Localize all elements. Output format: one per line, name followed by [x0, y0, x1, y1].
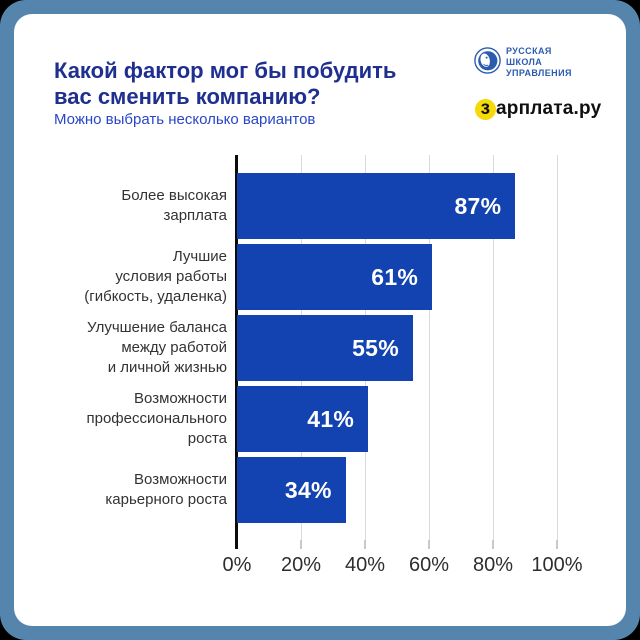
bar-value-label: 34% [284, 476, 332, 503]
bar-track: 55% [237, 315, 557, 381]
bar: 55% [237, 315, 413, 381]
bar-label-line: и личной жизнью [107, 359, 227, 376]
bar-label: Лучшие условия работы (гибкость, удаленка) [14, 244, 227, 310]
bar: 34% [237, 457, 346, 523]
bar: 87% [237, 173, 516, 239]
bar-label: Возможности карьерного роста [14, 457, 227, 523]
tick-mark [556, 540, 558, 549]
chart-rows: Более высокая зарплата 87% Лучшие условия ра… [14, 173, 567, 528]
gridline [557, 155, 558, 540]
bar-label-line: между работой [121, 339, 227, 356]
bar-track: 87% [237, 173, 557, 239]
tick-mark [364, 540, 366, 549]
x-tick-label: 0% [222, 554, 252, 576]
bar-row: Более высокая зарплата 87% [14, 173, 567, 239]
bar-label-line: Более высокая [121, 187, 227, 204]
bar-label-line: Возможности [134, 471, 227, 488]
bar-track: 41% [237, 386, 557, 452]
tick-mark [492, 540, 494, 549]
x-tick-label: 100% [531, 554, 583, 576]
rshu-logo-icon [474, 46, 501, 79]
bar-label-line: Лучшие [172, 248, 227, 265]
x-axis-labels: 0% 20% 40% 60% 80% 100% [223, 554, 583, 580]
bar-track: 34% [237, 457, 557, 523]
bar-label: Более высокая зарплата [14, 173, 227, 239]
gridline [429, 155, 430, 540]
bar-row: Лучшие условия работы (гибкость, удаленка)… [14, 244, 567, 310]
bar-label-line: карьерного роста [105, 491, 227, 508]
bar-label-line: роста [187, 430, 227, 447]
bar-label-line: условия работы [115, 268, 227, 285]
zarplata-logo: з арплата.ру [475, 98, 601, 120]
bar-label-line: зарплата [163, 207, 228, 224]
zarplata-logo-mark: з [475, 98, 496, 120]
rshu-logo-text-line: РУССКАЯ [506, 46, 552, 56]
x-tick-label: 60% [408, 554, 450, 576]
bar-label: Улучшение баланса между работой и личной ж… [14, 315, 227, 381]
x-tick-label: 80% [472, 554, 514, 576]
tick-mark [428, 540, 430, 549]
chart-title-line: Какой фактор мог бы побудить [54, 58, 397, 83]
x-tick-label: 40% [344, 554, 386, 576]
bar-label-line: Возможности [134, 390, 227, 407]
bar-value-label: 87% [454, 192, 502, 219]
x-axis-line [235, 155, 238, 549]
gridline [493, 155, 494, 540]
bar-row: Возможности профессионального роста 41% [14, 386, 567, 452]
chart-title: Какой фактор мог бы побудить вас сменить… [54, 58, 454, 110]
bar-label-line: профессионального [86, 410, 227, 427]
infographic-card: Какой фактор мог бы побудить вас сменить… [14, 14, 626, 626]
rshu-logo-text-line: ШКОЛА [506, 57, 543, 67]
bar-row: Улучшение баланса между работой и личной ж… [14, 315, 567, 381]
bar-value-label: 55% [352, 334, 399, 361]
chart-title-line: вас сменить компанию? [54, 84, 321, 109]
bar-track: 61% [237, 244, 557, 310]
bar-value-label: 41% [307, 405, 355, 432]
bar-value-label: 61% [371, 263, 419, 290]
tick-mark [300, 540, 302, 549]
bar: 41% [237, 386, 369, 452]
bar-label-line: (гибкость, удаленка) [84, 288, 227, 305]
bar-label-line: Улучшение баланса [87, 319, 227, 336]
bar: 61% [237, 244, 433, 310]
rshu-logo: РУССКАЯ ШКОЛА УПРАВЛЕНИЯ [474, 46, 572, 79]
chart-subtitle: Можно выбрать несколько вариантов [54, 111, 316, 128]
rshu-logo-text: РУССКАЯ ШКОЛА УПРАВЛЕНИЯ [506, 46, 572, 79]
zarplata-logo-text: арплата.ру [496, 98, 602, 119]
bar-label: Возможности профессионального роста [14, 386, 227, 452]
x-tick-label: 20% [280, 554, 322, 576]
rshu-logo-text-line: УПРАВЛЕНИЯ [506, 68, 572, 78]
bar-row: Возможности карьерного роста 34% [14, 457, 567, 523]
